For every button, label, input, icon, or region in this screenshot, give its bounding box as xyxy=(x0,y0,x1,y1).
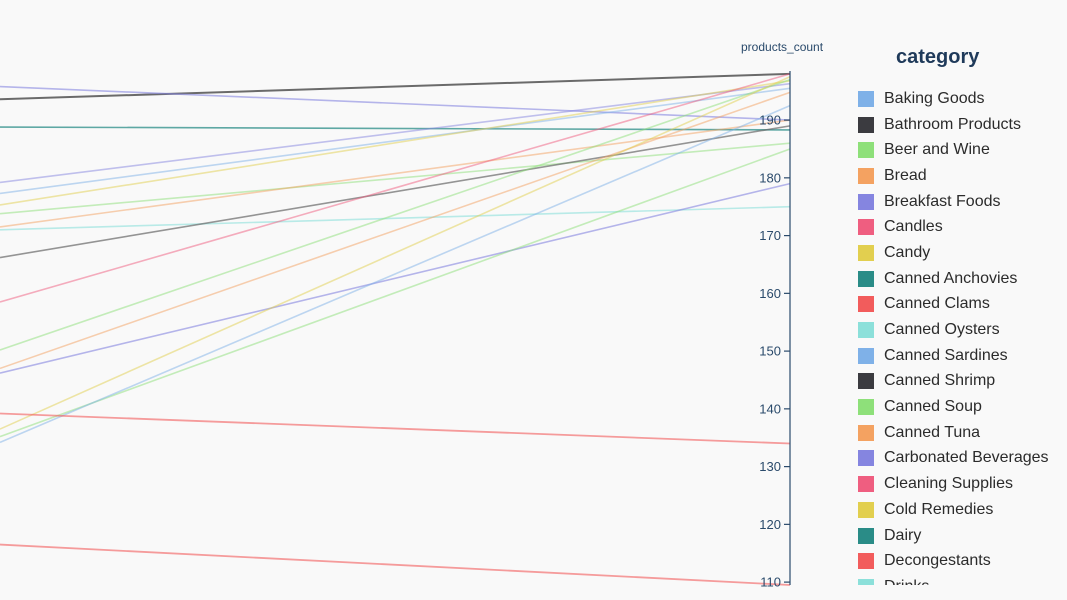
series-line xyxy=(0,72,791,101)
tick-label: 160 xyxy=(759,286,781,301)
parallel-coordinates-chart: products_count 1101201301401501601701801… xyxy=(0,40,824,590)
tick-label: 110 xyxy=(760,575,781,590)
legend-title: category xyxy=(896,46,980,68)
legend-label: Carbonated Beverages xyxy=(884,449,1049,467)
legend-label: Canned Soup xyxy=(884,398,982,416)
legend-label: Canned Shrimp xyxy=(884,372,996,390)
legend-swatch xyxy=(858,116,874,133)
legend-label: Candy xyxy=(884,243,931,261)
tick-label: 190 xyxy=(759,113,781,128)
legend-label: Canned Clams xyxy=(884,295,990,313)
series-line xyxy=(0,85,791,121)
legend-label: Cleaning Supplies xyxy=(884,475,1013,493)
legend-label: Canned Tuna xyxy=(884,423,981,441)
legend-item[interactable]: Bread xyxy=(858,163,1067,189)
legend-label: Canned Sardines xyxy=(884,346,1008,364)
legend-item[interactable]: Carbonated Beverages xyxy=(858,446,1067,472)
tick-label: 150 xyxy=(759,344,781,359)
legend-swatch xyxy=(858,527,874,544)
legend-swatch xyxy=(858,193,874,210)
series-line xyxy=(0,182,791,374)
series-lines xyxy=(0,72,791,586)
legend-item[interactable]: Breakfast Foods xyxy=(858,189,1067,215)
series-line xyxy=(0,78,791,351)
legend-swatch xyxy=(858,90,874,107)
legend-item[interactable]: Candy xyxy=(858,240,1067,266)
series-line xyxy=(0,148,791,438)
legend-label: Baking Goods xyxy=(884,89,985,107)
legend-swatch xyxy=(858,578,874,585)
legend-label: Dairy xyxy=(884,526,922,544)
legend-swatch xyxy=(858,553,874,570)
legend-swatch xyxy=(858,476,874,493)
legend-swatch xyxy=(858,270,874,287)
legend-item[interactable]: Cleaning Supplies xyxy=(858,471,1067,497)
legend-item[interactable]: Baking Goods xyxy=(858,86,1067,112)
tick-label: 170 xyxy=(759,228,781,243)
legend-swatch xyxy=(858,373,874,390)
legend-label: Decongestants xyxy=(884,552,991,570)
series-line xyxy=(0,142,791,215)
legend-item[interactable]: Canned Sardines xyxy=(858,343,1067,369)
series-line xyxy=(0,126,791,131)
legend-swatch xyxy=(858,219,874,236)
legend-label: Cold Remedies xyxy=(884,500,994,518)
legend-items: Baking Goods Bathroom Products Beer and Wi… xyxy=(858,86,1067,585)
legend-swatch xyxy=(858,450,874,467)
legend-item[interactable]: Canned Clams xyxy=(858,292,1067,318)
legend-label: Candles xyxy=(884,218,943,236)
legend-item[interactable]: Beer and Wine xyxy=(858,137,1067,163)
legend-item[interactable]: Drinks xyxy=(858,574,1067,585)
legend-label: Bread xyxy=(884,166,927,184)
products-count-axis[interactable]: products_count 1101201301401501601701801… xyxy=(741,40,824,590)
axis-ticks: 110 120 130 140 150 160 170 180 190 xyxy=(759,113,790,590)
series-line xyxy=(0,76,791,430)
tick-label: 120 xyxy=(759,517,781,532)
legend-swatch xyxy=(858,399,874,416)
series-line xyxy=(0,82,791,184)
legend-item[interactable]: Cold Remedies xyxy=(858,497,1067,523)
legend-item[interactable]: Dairy xyxy=(858,523,1067,549)
legend-label: Bathroom Products xyxy=(884,115,1021,133)
legend-item[interactable]: Canned Oysters xyxy=(858,317,1067,343)
legend: category Baking Goods Bathroom Products Be… xyxy=(858,44,1067,585)
legend-swatch xyxy=(858,167,874,184)
legend-swatch xyxy=(858,347,874,364)
series-line xyxy=(0,412,791,445)
legend-swatch xyxy=(858,296,874,313)
legend-item[interactable]: Canned Soup xyxy=(858,394,1067,420)
legend-item[interactable]: Candles xyxy=(858,214,1067,240)
legend-label: Breakfast Foods xyxy=(884,192,1001,210)
legend-swatch xyxy=(858,424,874,441)
legend-swatch xyxy=(858,244,874,261)
legend-item[interactable]: Canned Shrimp xyxy=(858,369,1067,395)
legend-label: Canned Oysters xyxy=(884,321,1000,339)
series-line xyxy=(0,543,791,586)
legend-item[interactable]: Bathroom Products xyxy=(858,112,1067,138)
tick-label: 140 xyxy=(759,401,781,416)
series-line xyxy=(0,73,791,303)
series-line xyxy=(0,91,791,370)
legend-label: Canned Anchovies xyxy=(884,269,1018,287)
series-line xyxy=(0,104,791,444)
series-line xyxy=(0,205,791,231)
tick-label: 130 xyxy=(759,459,781,474)
series-line xyxy=(0,80,791,206)
legend-swatch xyxy=(858,501,874,518)
legend-swatch xyxy=(858,322,874,339)
legend-item[interactable]: Canned Tuna xyxy=(858,420,1067,446)
legend-label: Beer and Wine xyxy=(884,141,990,159)
tick-label: 180 xyxy=(759,170,781,185)
series-line xyxy=(0,125,791,259)
legend-item[interactable]: Canned Anchovies xyxy=(858,266,1067,292)
legend-label: Drinks xyxy=(884,578,929,585)
legend-swatch xyxy=(858,142,874,159)
series-line xyxy=(0,87,791,195)
axis-title: products_count xyxy=(741,40,824,54)
legend-item[interactable]: Decongestants xyxy=(858,548,1067,574)
